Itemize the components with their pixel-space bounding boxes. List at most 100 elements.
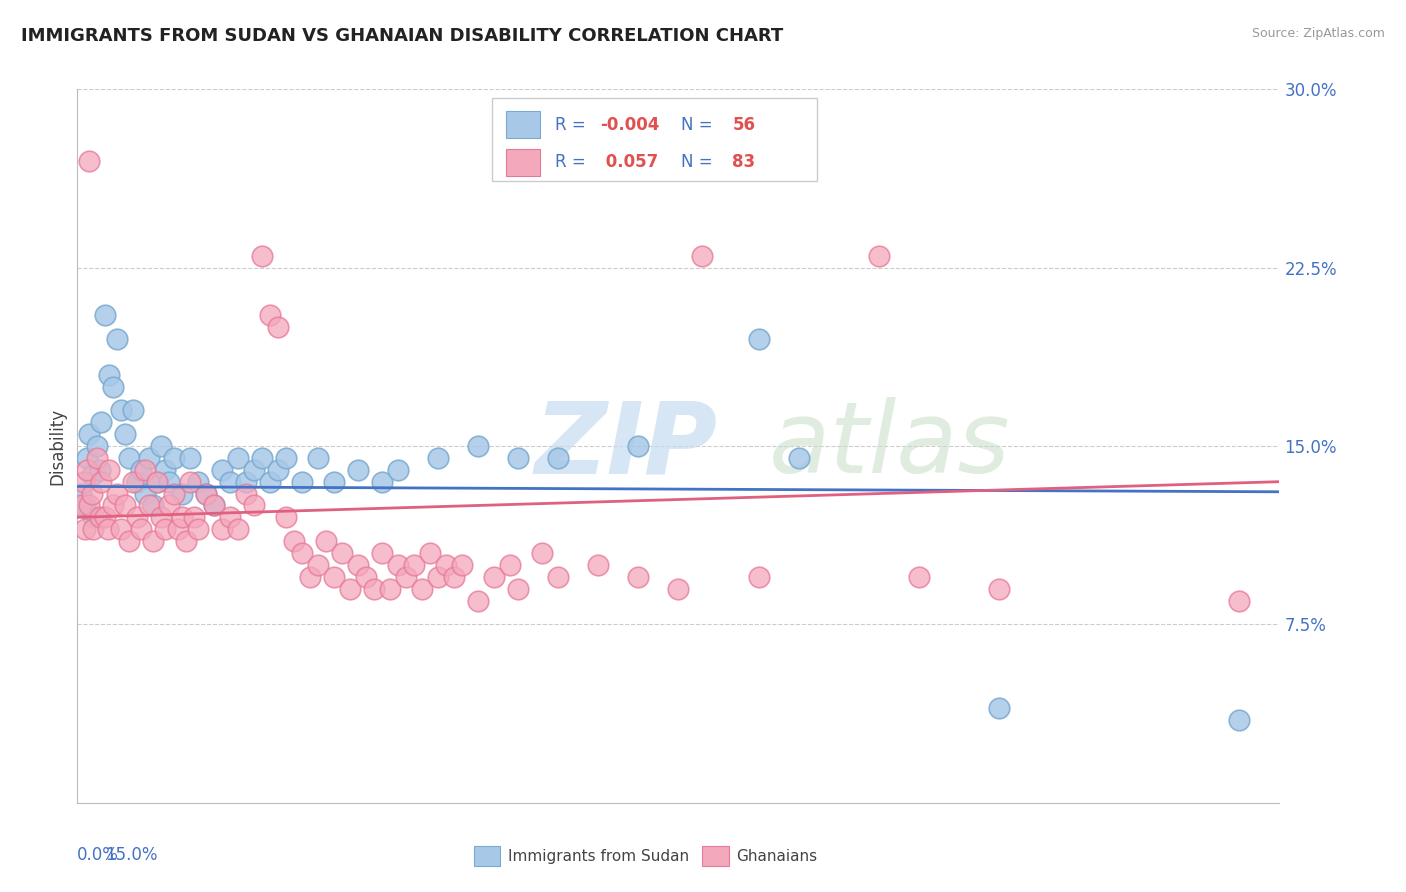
Point xyxy=(330,546,353,560)
Point xyxy=(103,499,125,513)
Text: 56: 56 xyxy=(733,116,755,134)
Point xyxy=(748,570,770,584)
Point xyxy=(346,558,368,572)
Point xyxy=(107,486,129,500)
Point xyxy=(371,475,394,489)
Point xyxy=(218,475,240,489)
Text: 83: 83 xyxy=(733,153,755,171)
Point xyxy=(134,463,156,477)
Text: N =: N = xyxy=(681,153,717,171)
Point xyxy=(138,499,160,513)
Point xyxy=(787,450,810,465)
Point xyxy=(378,582,401,596)
Point xyxy=(97,522,120,536)
Point xyxy=(242,499,264,513)
Point xyxy=(79,427,101,442)
Point xyxy=(588,558,610,572)
Point xyxy=(146,475,169,489)
Point xyxy=(387,463,409,477)
Point xyxy=(179,475,201,489)
Point xyxy=(235,475,257,489)
Point xyxy=(150,439,173,453)
Point xyxy=(274,450,297,465)
Point xyxy=(307,558,329,572)
Y-axis label: Disability: Disability xyxy=(48,408,66,484)
Point xyxy=(82,510,104,524)
Point xyxy=(250,450,273,465)
Point xyxy=(202,499,225,513)
Point xyxy=(118,450,141,465)
Point xyxy=(94,510,117,524)
Point xyxy=(547,450,569,465)
Point xyxy=(467,439,489,453)
Text: R =: R = xyxy=(554,116,591,134)
Point xyxy=(79,499,101,513)
Point xyxy=(315,534,337,549)
Text: Ghanaians: Ghanaians xyxy=(737,849,817,863)
Point xyxy=(419,546,441,560)
Point xyxy=(988,700,1011,714)
Point xyxy=(235,486,257,500)
Point xyxy=(138,450,160,465)
Point xyxy=(692,249,714,263)
Point xyxy=(259,475,281,489)
Point xyxy=(90,475,112,489)
Point xyxy=(531,546,554,560)
Point xyxy=(114,499,136,513)
Point xyxy=(467,593,489,607)
Point xyxy=(79,153,101,168)
Point xyxy=(218,510,240,524)
Text: 0.0%: 0.0% xyxy=(77,846,120,863)
Point xyxy=(159,499,181,513)
Point xyxy=(110,522,132,536)
Point xyxy=(127,475,149,489)
Point xyxy=(668,582,690,596)
Point xyxy=(155,463,177,477)
Point xyxy=(868,249,890,263)
Point xyxy=(90,415,112,429)
Point xyxy=(127,510,149,524)
Point xyxy=(103,379,125,393)
Point xyxy=(162,450,184,465)
Point xyxy=(170,486,193,500)
Point xyxy=(122,475,145,489)
Point xyxy=(547,570,569,584)
Point xyxy=(134,486,156,500)
Point xyxy=(402,558,425,572)
Point xyxy=(122,403,145,417)
Point xyxy=(627,439,650,453)
Point xyxy=(194,486,217,500)
Point xyxy=(443,570,465,584)
Text: 15.0%: 15.0% xyxy=(105,846,157,863)
Point xyxy=(307,450,329,465)
FancyBboxPatch shape xyxy=(506,112,540,138)
Point xyxy=(259,308,281,322)
Point xyxy=(226,450,249,465)
Point xyxy=(291,546,314,560)
Point xyxy=(322,475,344,489)
Point xyxy=(174,534,197,549)
Point xyxy=(94,308,117,322)
Point xyxy=(70,499,93,513)
Point xyxy=(170,510,193,524)
Point xyxy=(211,463,233,477)
Point xyxy=(142,534,165,549)
Text: 0.057: 0.057 xyxy=(600,153,658,171)
FancyBboxPatch shape xyxy=(474,846,501,865)
Point xyxy=(150,510,173,524)
Point xyxy=(274,510,297,524)
Point xyxy=(86,450,108,465)
Point xyxy=(86,439,108,453)
Point xyxy=(82,522,104,536)
Point xyxy=(75,522,97,536)
Point xyxy=(76,450,98,465)
Point xyxy=(748,332,770,346)
Point xyxy=(354,570,377,584)
Point xyxy=(80,467,103,482)
Point xyxy=(73,475,96,489)
Point xyxy=(499,558,522,572)
Point xyxy=(107,332,129,346)
Point xyxy=(242,463,264,477)
Point xyxy=(98,368,121,382)
Point xyxy=(291,475,314,489)
